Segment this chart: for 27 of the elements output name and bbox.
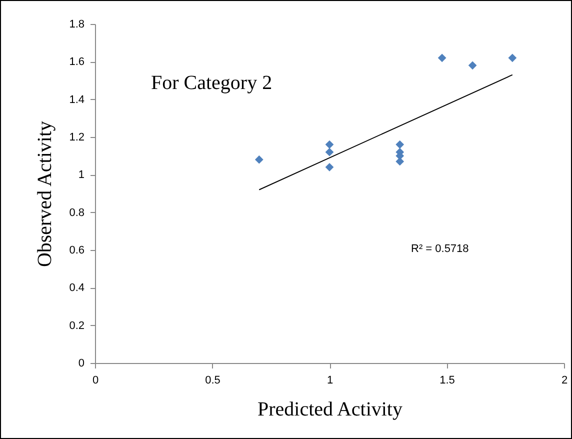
x-tick-label: 0.5 bbox=[205, 374, 220, 386]
point bbox=[508, 54, 517, 62]
x-tick-label: 1 bbox=[326, 374, 334, 386]
y-tick-label: 1.8 bbox=[69, 18, 84, 30]
annotation: R² = 0.5718 bbox=[411, 243, 469, 255]
y-tick-label: 1.6 bbox=[69, 56, 84, 68]
x-tick-label: 2 bbox=[561, 374, 568, 386]
y-axis-title: Observed Activity bbox=[34, 120, 56, 268]
y-tick-label: 1 bbox=[78, 169, 84, 182]
point bbox=[254, 155, 264, 164]
y-tick-label: 0.4 bbox=[69, 282, 84, 294]
point bbox=[325, 140, 334, 149]
y-tick-label: 1.4 bbox=[69, 94, 84, 106]
point bbox=[396, 140, 404, 149]
annotation: For Category 2 bbox=[151, 72, 272, 94]
x-tick-label: 1.5 bbox=[440, 374, 455, 386]
y-tick-label: 0.2 bbox=[69, 320, 84, 332]
point bbox=[325, 148, 334, 156]
y-tick-label: 0.8 bbox=[69, 206, 84, 219]
point bbox=[468, 61, 477, 70]
y-tick-label: 0 bbox=[78, 358, 84, 370]
y-tick-label: 0.6 bbox=[69, 244, 84, 256]
point bbox=[438, 54, 446, 62]
x-tick-label: 0 bbox=[92, 374, 99, 386]
point bbox=[325, 162, 334, 172]
y-tick-label: 1.2 bbox=[69, 132, 84, 144]
x-axis-title: Predicted Activity bbox=[258, 398, 402, 420]
